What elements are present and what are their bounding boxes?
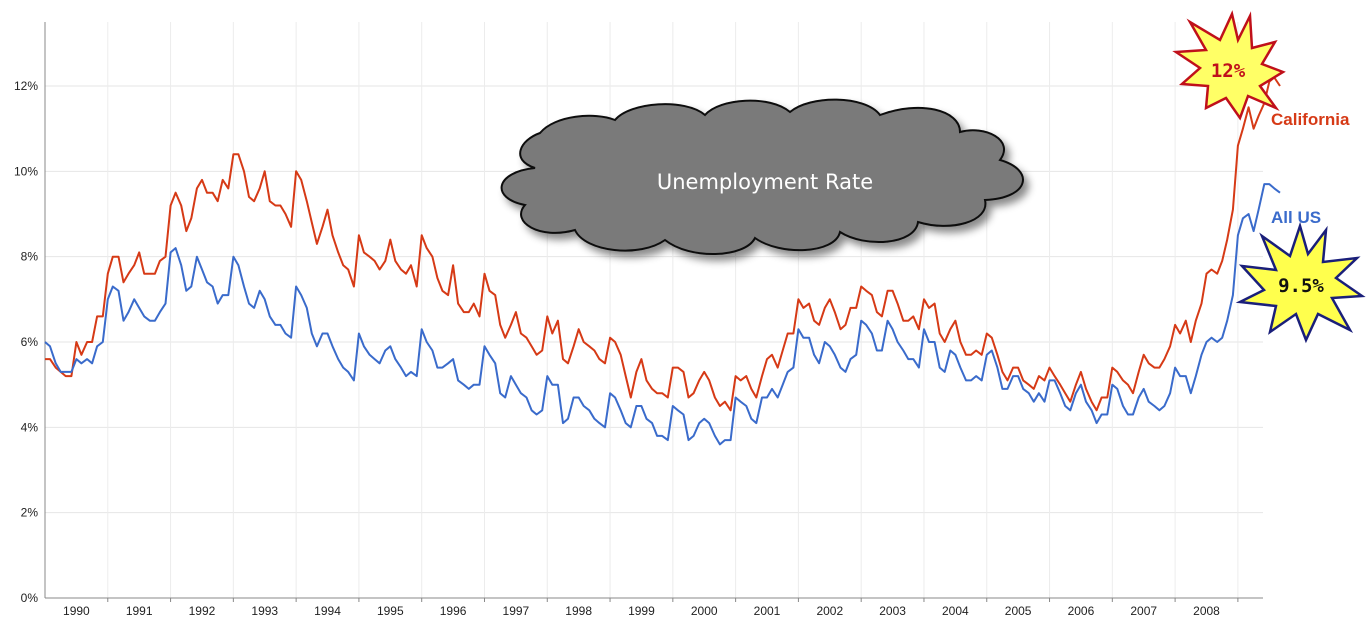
y-tick-label: 12% <box>14 79 38 93</box>
series-lines <box>44 76 1281 446</box>
x-tick-label: 2005 <box>1005 604 1032 618</box>
y-axis-ticks: 0% 2% 4% 6% 8% 10% 12% <box>14 79 38 605</box>
x-tick-label: 2003 <box>879 604 906 618</box>
x-tick-label: 1993 <box>251 604 278 618</box>
california-burst: 12% <box>1172 10 1286 121</box>
x-tick-label: 1998 <box>565 604 592 618</box>
us-callout-label: 9.5% <box>1278 275 1324 297</box>
series-line-all-us <box>44 183 1281 446</box>
x-tick-label: 2001 <box>754 604 781 618</box>
x-tick-label: 2000 <box>691 604 718 618</box>
x-tick-label: 1995 <box>377 604 404 618</box>
x-tick-label: 2002 <box>816 604 843 618</box>
y-tick-label: 0% <box>21 591 39 605</box>
us-burst: 9.5% <box>1235 221 1366 344</box>
y-tick-label: 8% <box>21 250 39 264</box>
y-tick-label: 4% <box>21 420 39 434</box>
y-tick-label: 10% <box>14 164 38 178</box>
x-tick-label: 1997 <box>503 604 530 618</box>
x-axis-ticks: 1990 1991 1992 1993 1994 1995 1996 1997 1998 1999… <box>63 598 1239 618</box>
x-tick-label: 2008 <box>1193 604 1220 618</box>
axes <box>44 22 1263 599</box>
x-tick-label: 2007 <box>1130 604 1157 618</box>
x-tick-label: 1994 <box>314 604 341 618</box>
series-label-california: California <box>1271 110 1350 129</box>
x-tick-label: 2006 <box>1068 604 1095 618</box>
california-burst-shape <box>1172 10 1286 121</box>
x-tick-label: 1990 <box>63 604 90 618</box>
x-tick-label: 2004 <box>942 604 969 618</box>
x-tick-label: 1996 <box>440 604 467 618</box>
x-tick-label: 1991 <box>126 604 153 618</box>
y-tick-label: 6% <box>21 335 39 349</box>
california-callout-label: 12% <box>1211 60 1246 82</box>
series-line-california <box>45 76 1281 412</box>
y-tick-label: 2% <box>21 506 39 520</box>
chart-title: Unemployment Rate <box>657 170 873 194</box>
grid <box>45 22 1263 598</box>
x-tick-label: 1999 <box>628 604 655 618</box>
cloud-shape <box>500 98 1024 256</box>
x-tick-label: 1992 <box>189 604 216 618</box>
series-label-all-us: All US <box>1271 208 1321 227</box>
title-cloud: Unemployment Rate <box>500 98 1024 256</box>
us-burst-shape <box>1235 221 1366 344</box>
